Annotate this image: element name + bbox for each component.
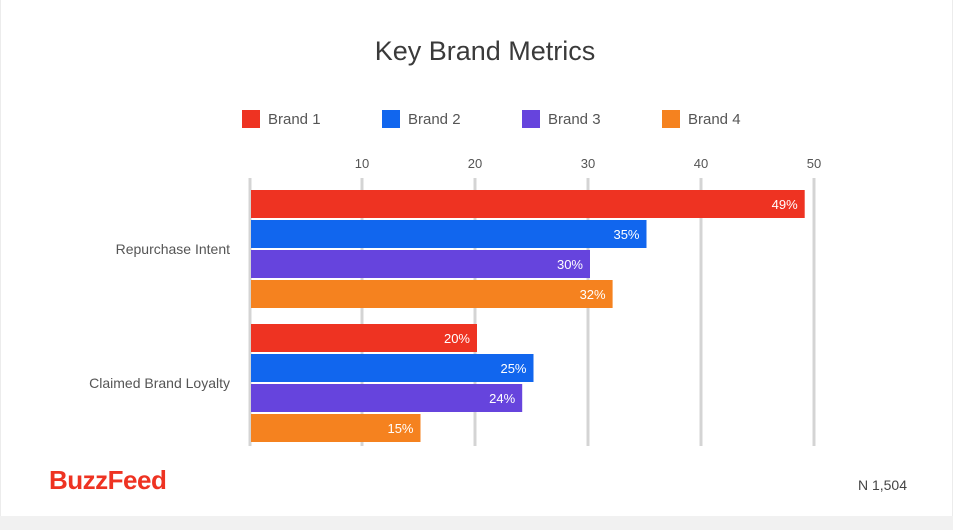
x-tick-label-50: 50 bbox=[807, 156, 821, 171]
legend-item-brand-2: Brand 2 bbox=[382, 110, 461, 128]
buzzfeed-logo: BuzzFeed bbox=[49, 465, 167, 495]
data-label-brand-2-1: 25% bbox=[500, 361, 526, 376]
chart-title: Key Brand Metrics bbox=[374, 36, 596, 66]
legend-label-brand-4: Brand 4 bbox=[688, 110, 741, 128]
data-label-brand-3-1: 24% bbox=[489, 391, 515, 406]
legend-swatch-brand-2 bbox=[382, 110, 400, 128]
data-label-brand-3-0: 30% bbox=[557, 257, 583, 272]
category-label-1: Claimed Brand Loyalty bbox=[89, 375, 230, 391]
bottom-strip bbox=[0, 516, 953, 530]
legend-swatch-brand-1 bbox=[242, 110, 260, 128]
bar-brand-4-1 bbox=[251, 414, 421, 442]
sample-size-note: N 1,504 bbox=[857, 477, 907, 493]
x-tick-label-30: 30 bbox=[581, 156, 595, 171]
legend-swatch-brand-3 bbox=[522, 110, 540, 128]
legend-label-brand-1: Brand 1 bbox=[268, 110, 321, 128]
data-label-brand-1-0: 49% bbox=[772, 197, 798, 212]
bar-brand-1-0 bbox=[251, 190, 805, 218]
data-label-brand-1-1: 20% bbox=[444, 331, 470, 346]
bar-brand-4-0 bbox=[251, 280, 613, 308]
x-tick-label-20: 20 bbox=[468, 156, 482, 171]
legend-label-brand-3: Brand 3 bbox=[548, 110, 601, 128]
data-label-brand-4-0: 32% bbox=[580, 287, 606, 302]
data-label-brand-2-0: 35% bbox=[613, 227, 639, 242]
legend-item-brand-3: Brand 3 bbox=[522, 110, 601, 128]
category-label-0: Repurchase Intent bbox=[116, 241, 231, 257]
legend-item-brand-4: Brand 4 bbox=[662, 110, 741, 128]
legend-swatch-brand-4 bbox=[662, 110, 680, 128]
bar-brand-2-1 bbox=[251, 354, 534, 382]
bar-brand-2-0 bbox=[251, 220, 647, 248]
bar-brand-3-0 bbox=[251, 250, 590, 278]
bar-brand-3-1 bbox=[251, 384, 523, 412]
legend-label-brand-2: Brand 2 bbox=[408, 110, 461, 128]
bar-brand-1-1 bbox=[251, 324, 477, 352]
legend-item-brand-1: Brand 1 bbox=[242, 110, 321, 128]
x-tick-label-10: 10 bbox=[355, 156, 369, 171]
x-tick-label-40: 40 bbox=[694, 156, 708, 171]
data-label-brand-4-1: 15% bbox=[387, 421, 413, 436]
